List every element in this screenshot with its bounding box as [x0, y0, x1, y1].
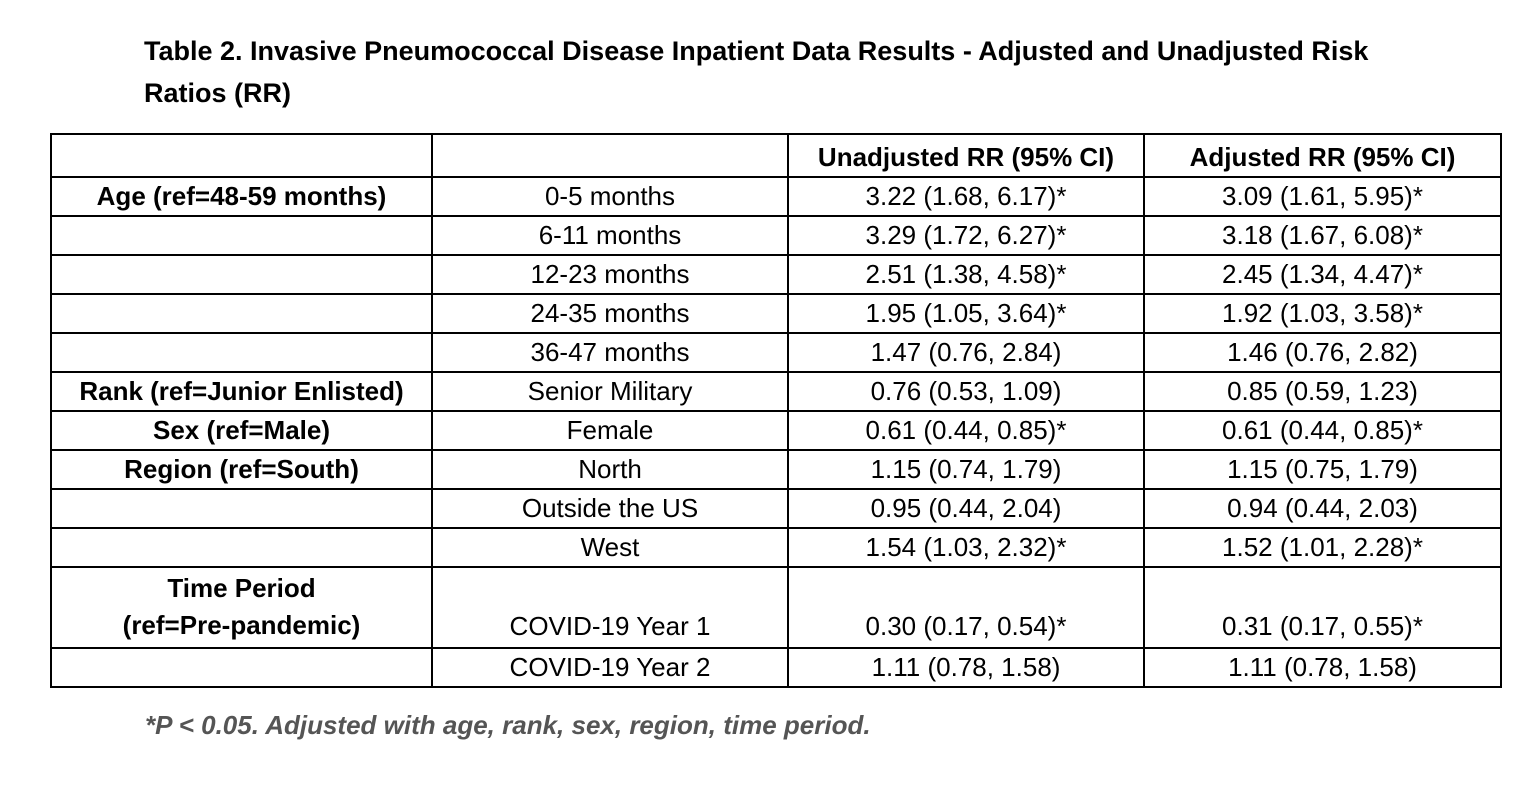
row-adjusted-cell: 1.46 (0.76, 2.82): [1143, 332, 1502, 373]
row-unadjusted-cell: 0.61 (0.44, 0.85)*: [787, 410, 1145, 451]
table-row: Age (ref=48-59 months) 0-5 months 3.22 (…: [50, 176, 1502, 217]
row-group-cell: [50, 215, 433, 256]
row-adjusted-cell: 0.31 (0.17, 0.55)*: [1143, 566, 1502, 649]
risk-ratio-table: Unadjusted RR (95% CI) Adjusted RR (95% …: [50, 133, 1502, 688]
row-adjusted-cell: 1.11 (0.78, 1.58): [1143, 647, 1502, 688]
row-adjusted-cell: 0.94 (0.44, 2.03): [1143, 488, 1502, 529]
header-cell-group: [50, 133, 433, 178]
row-adjusted-cell: 0.85 (0.59, 1.23): [1143, 371, 1502, 412]
row-unadjusted-cell: 1.11 (0.78, 1.58): [787, 647, 1145, 688]
row-group-cell: [50, 332, 433, 373]
table-row: Time Period (ref=Pre-pandemic) COVID-19 …: [50, 566, 1502, 649]
table-row: Outside the US 0.95 (0.44, 2.04) 0.94 (0…: [50, 488, 1502, 529]
row-level-cell: 24-35 months: [431, 293, 789, 334]
row-adjusted-cell: 1.52 (1.01, 2.28)*: [1143, 527, 1502, 568]
row-unadjusted-cell: 1.54 (1.03, 2.32)*: [787, 527, 1145, 568]
row-level-cell: West: [431, 527, 789, 568]
table-row: Region (ref=South) North 1.15 (0.74, 1.7…: [50, 449, 1502, 490]
row-group-cell: Age (ref=48-59 months): [50, 176, 433, 217]
row-unadjusted-cell: 1.47 (0.76, 2.84): [787, 332, 1145, 373]
row-level-cell: 6-11 months: [431, 215, 789, 256]
row-adjusted-cell: 2.45 (1.34, 4.47)*: [1143, 254, 1502, 295]
table-row: COVID-19 Year 2 1.11 (0.78, 1.58) 1.11 (…: [50, 647, 1502, 688]
row-group-cell: [50, 488, 433, 529]
row-unadjusted-cell: 3.22 (1.68, 6.17)*: [787, 176, 1145, 217]
row-level-cell: COVID-19 Year 2: [431, 647, 789, 688]
row-adjusted-cell: 3.09 (1.61, 5.95)*: [1143, 176, 1502, 217]
row-unadjusted-cell: 0.95 (0.44, 2.04): [787, 488, 1145, 529]
table-row: Sex (ref=Male) Female 0.61 (0.44, 0.85)*…: [50, 410, 1502, 451]
table-title: Table 2. Invasive Pneumococcal Disease I…: [144, 36, 1369, 108]
row-unadjusted-cell: 0.30 (0.17, 0.54)*: [787, 566, 1145, 649]
row-unadjusted-cell: 0.76 (0.53, 1.09): [787, 371, 1145, 412]
row-level-cell: COVID-19 Year 1: [431, 566, 789, 649]
group-label-line-1: Time Period: [167, 572, 316, 603]
row-unadjusted-cell: 1.15 (0.74, 1.79): [787, 449, 1145, 490]
row-level-cell: 36-47 months: [431, 332, 789, 373]
row-group-cell: [50, 647, 433, 688]
row-adjusted-cell: 3.18 (1.67, 6.08)*: [1143, 215, 1502, 256]
table-row: 12-23 months 2.51 (1.38, 4.58)* 2.45 (1.…: [50, 254, 1502, 295]
row-adjusted-cell: 1.15 (0.75, 1.79): [1143, 449, 1502, 490]
table-row: 6-11 months 3.29 (1.72, 6.27)* 3.18 (1.6…: [50, 215, 1502, 256]
table-row: Rank (ref=Junior Enlisted) Senior Milita…: [50, 371, 1502, 412]
row-level-cell: 0-5 months: [431, 176, 789, 217]
row-group-cell: Sex (ref=Male): [50, 410, 433, 451]
table-row: West 1.54 (1.03, 2.32)* 1.52 (1.01, 2.28…: [50, 527, 1502, 568]
row-level-cell: Female: [431, 410, 789, 451]
header-cell-adjusted: Adjusted RR (95% CI): [1143, 133, 1502, 178]
header-cell-level: [431, 133, 789, 178]
row-level-cell: North: [431, 449, 789, 490]
row-unadjusted-cell: 2.51 (1.38, 4.58)*: [787, 254, 1145, 295]
row-level-cell: Senior Military: [431, 371, 789, 412]
row-group-cell: [50, 254, 433, 295]
row-adjusted-cell: 1.92 (1.03, 3.58)*: [1143, 293, 1502, 334]
header-cell-unadjusted: Unadjusted RR (95% CI): [787, 133, 1145, 178]
group-label-line-2: (ref=Pre-pandemic): [122, 609, 361, 640]
row-group-cell: Rank (ref=Junior Enlisted): [50, 371, 433, 412]
table-row: 24-35 months 1.95 (1.05, 3.64)* 1.92 (1.…: [50, 293, 1502, 334]
table-row: 36-47 months 1.47 (0.76, 2.84) 1.46 (0.7…: [50, 332, 1502, 373]
row-unadjusted-cell: 1.95 (1.05, 3.64)*: [787, 293, 1145, 334]
row-group-cell: Region (ref=South): [50, 449, 433, 490]
row-level-cell: Outside the US: [431, 488, 789, 529]
row-level-cell: 12-23 months: [431, 254, 789, 295]
row-group-cell: Time Period (ref=Pre-pandemic): [50, 566, 433, 649]
row-group-cell: [50, 527, 433, 568]
table-footnote: *P < 0.05. Adjusted with age, rank, sex,…: [145, 710, 871, 740]
row-unadjusted-cell: 3.29 (1.72, 6.27)*: [787, 215, 1145, 256]
row-group-cell: [50, 293, 433, 334]
table-header-row: Unadjusted RR (95% CI) Adjusted RR (95% …: [50, 133, 1502, 178]
row-adjusted-cell: 0.61 (0.44, 0.85)*: [1143, 410, 1502, 451]
